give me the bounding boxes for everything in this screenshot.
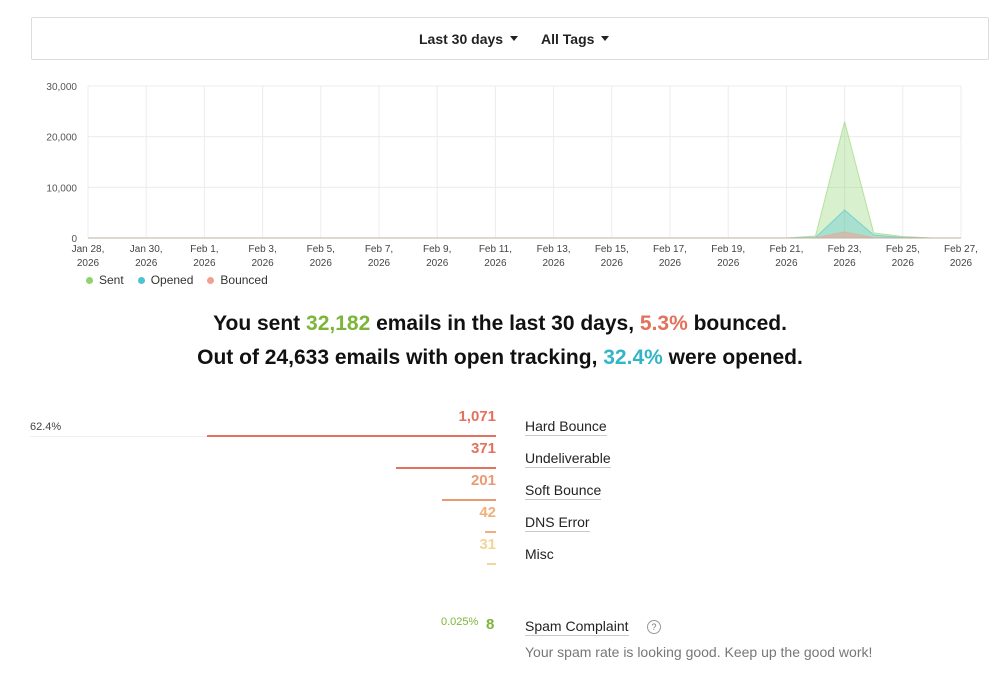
x-tick-label: Feb 3, 2026 xyxy=(248,244,276,269)
bounce-row-dns: 42 xyxy=(30,504,496,540)
tags-dropdown[interactable]: All Tags xyxy=(541,31,610,47)
filter-bar: Last 30 days All Tags xyxy=(31,17,989,60)
y-tick-label: 30,000 xyxy=(46,82,77,93)
bounce-bar xyxy=(442,499,496,501)
bounce-bar xyxy=(207,435,496,437)
legend-label: Bounced xyxy=(220,273,268,287)
legend-label: Sent xyxy=(99,273,124,287)
spam-complaint-link[interactable]: Spam Complaint xyxy=(525,618,629,636)
chart-legend: Sent Opened Bounced xyxy=(86,273,268,287)
summary-text: bounced. xyxy=(687,312,787,335)
y-tick-label: 10,000 xyxy=(46,183,77,194)
bounced-dot-icon xyxy=(207,276,215,284)
misc-label: Misc xyxy=(525,546,554,562)
summary-text: emails in the last 30 days, xyxy=(370,312,640,335)
bounce-count: 42 xyxy=(479,504,496,521)
x-tick-label: Feb 7, 2026 xyxy=(365,244,393,269)
bounce-row-hard: 1,071 xyxy=(30,408,496,444)
chevron-down-icon xyxy=(510,35,519,41)
series-area-sent xyxy=(88,121,961,239)
summary-text: were opened. xyxy=(662,346,803,369)
bounce-bar xyxy=(396,467,496,469)
x-tick-label: Feb 19, 2026 xyxy=(711,244,745,269)
x-tick-label: Jan 30, 2026 xyxy=(130,244,163,269)
legend-item-bounced[interactable]: Bounced xyxy=(207,273,268,287)
bounce-count: 371 xyxy=(470,440,496,457)
undeliverable-link[interactable]: Undeliverable xyxy=(525,450,611,468)
date-range-dropdown[interactable]: Last 30 days xyxy=(419,31,519,47)
dns-error-link[interactable]: DNS Error xyxy=(525,514,590,532)
spam-rate-percent: 0.025% xyxy=(441,616,479,628)
help-icon[interactable]: ? xyxy=(647,620,661,634)
x-tick-label: Feb 5, 2026 xyxy=(307,244,335,269)
sent-count: 32,182 xyxy=(306,312,371,335)
top-bounce-percent: 62.4% xyxy=(30,421,62,433)
soft-bounce-link[interactable]: Soft Bounce xyxy=(525,482,602,500)
x-tick-label: Feb 23, 2026 xyxy=(828,244,862,269)
bounce-count: 31 xyxy=(479,536,496,553)
x-tick-label: Feb 9, 2026 xyxy=(423,244,451,269)
bounce-row-misc: 31 xyxy=(30,536,496,572)
x-tick-label: Feb 27, 2026 xyxy=(944,244,978,269)
x-tick-label: Jan 28, 2026 xyxy=(72,244,105,269)
hard-bounce-link[interactable]: Hard Bounce xyxy=(525,418,607,436)
x-tick-label: Feb 25, 2026 xyxy=(886,244,920,269)
x-tick-label: Feb 21, 2026 xyxy=(769,244,803,269)
summary-text: You sent xyxy=(213,312,307,335)
legend-item-sent[interactable]: Sent xyxy=(86,273,124,287)
bounce-row-undeliverable: 371 xyxy=(30,440,496,476)
y-tick-label: 20,000 xyxy=(46,133,77,144)
summary-text: Out of 24,633 emails with open tracking, xyxy=(197,346,604,369)
spam-note: Your spam rate is looking good. Keep up … xyxy=(525,644,873,660)
bounce-bar xyxy=(485,531,496,533)
legend-label: Opened xyxy=(150,273,194,287)
x-tick-label: Feb 17, 2026 xyxy=(653,244,687,269)
bounce-count: 1,071 xyxy=(458,408,496,425)
date-range-label: Last 30 days xyxy=(419,31,504,47)
bounce-rate: 5.3% xyxy=(639,312,688,335)
sent-dot-icon xyxy=(86,276,93,284)
open-rate: 32.4% xyxy=(603,346,663,369)
chevron-down-icon xyxy=(601,35,610,41)
spam-count: 8 xyxy=(486,616,495,633)
x-tick-label: Feb 11, 2026 xyxy=(479,244,512,269)
tags-label: All Tags xyxy=(541,31,595,47)
x-tick-label: Feb 15, 2026 xyxy=(595,244,629,269)
series-area-bounced xyxy=(88,231,961,239)
bounce-bar xyxy=(487,563,496,565)
open-summary: Out of 24,633 emails with open tracking,… xyxy=(0,346,1000,370)
sent-summary: You sent 32,182 emails in the last 30 da… xyxy=(0,312,1000,336)
bounce-row-soft: 201 xyxy=(30,472,496,508)
y-tick-label: 0 xyxy=(71,234,77,245)
bounce-count: 201 xyxy=(470,472,496,489)
spam-complaint-label: Spam Complaint xyxy=(525,618,629,634)
opened-dot-icon xyxy=(137,276,145,284)
x-tick-label: Feb 13, 2026 xyxy=(537,244,571,269)
x-tick-label: Feb 1, 2026 xyxy=(190,244,218,269)
legend-item-opened[interactable]: Opened xyxy=(137,273,194,287)
